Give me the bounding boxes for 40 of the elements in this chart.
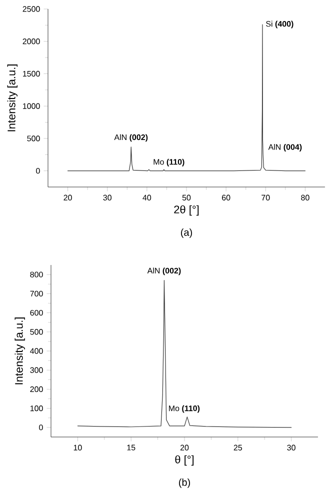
x-tick-label: 20	[64, 194, 72, 200]
y-tick-label: 700	[30, 290, 43, 297]
annotation: Mo (110)	[154, 158, 184, 166]
y-tick-label: 1000	[23, 103, 40, 109]
y-tick-label: 300	[30, 367, 43, 373]
y-tick-label: 600	[30, 310, 43, 316]
x-tick-label: 20	[180, 444, 189, 450]
annotation: Mo (110)	[169, 405, 200, 413]
x-tick-label: 30	[287, 444, 296, 450]
annotation: AlN (004)	[268, 144, 302, 152]
x-tick-label: 10	[74, 444, 82, 450]
y-tick-label: 200	[30, 386, 43, 392]
y-tick-label: 0	[39, 424, 43, 430]
x-tick-label: 25	[234, 444, 242, 450]
y-axis-title: Intensity [a.u.]	[7, 64, 18, 132]
x-tick-label: 70	[262, 194, 270, 200]
x-tick-label: 30	[103, 194, 112, 200]
y-tick-label: 800	[30, 272, 43, 278]
y-tick-label: 2500	[22, 6, 40, 12]
line-series	[77, 280, 292, 428]
y-tick-label: 100	[30, 406, 43, 412]
text: (b)	[179, 478, 190, 488]
y-tick-label: 500	[30, 329, 43, 335]
x-tick-label: 15	[127, 444, 136, 450]
x-tick-label: 40	[142, 194, 152, 200]
y-tick-label: 0	[36, 168, 40, 174]
text: (a)	[181, 228, 192, 238]
y-tick-label: 2000	[22, 38, 40, 44]
x-axis-title: 2θ [°]	[174, 205, 199, 216]
annotation: Si (400)	[266, 20, 294, 28]
x-tick-label: 60	[222, 194, 230, 200]
x-tick-label: 50	[182, 194, 191, 200]
annotation: AlN (002)	[147, 268, 181, 276]
x-axis-title: θ [°]	[175, 455, 194, 466]
y-tick-label: 1500	[23, 70, 40, 77]
x-tick-label: 80	[301, 194, 310, 200]
y-tick-label: 500	[27, 136, 40, 142]
annotation: AlN (002)	[114, 134, 148, 142]
y-tick-label: 400	[30, 348, 43, 354]
y-axis-title: Intensity [a.u.]	[14, 318, 25, 384]
